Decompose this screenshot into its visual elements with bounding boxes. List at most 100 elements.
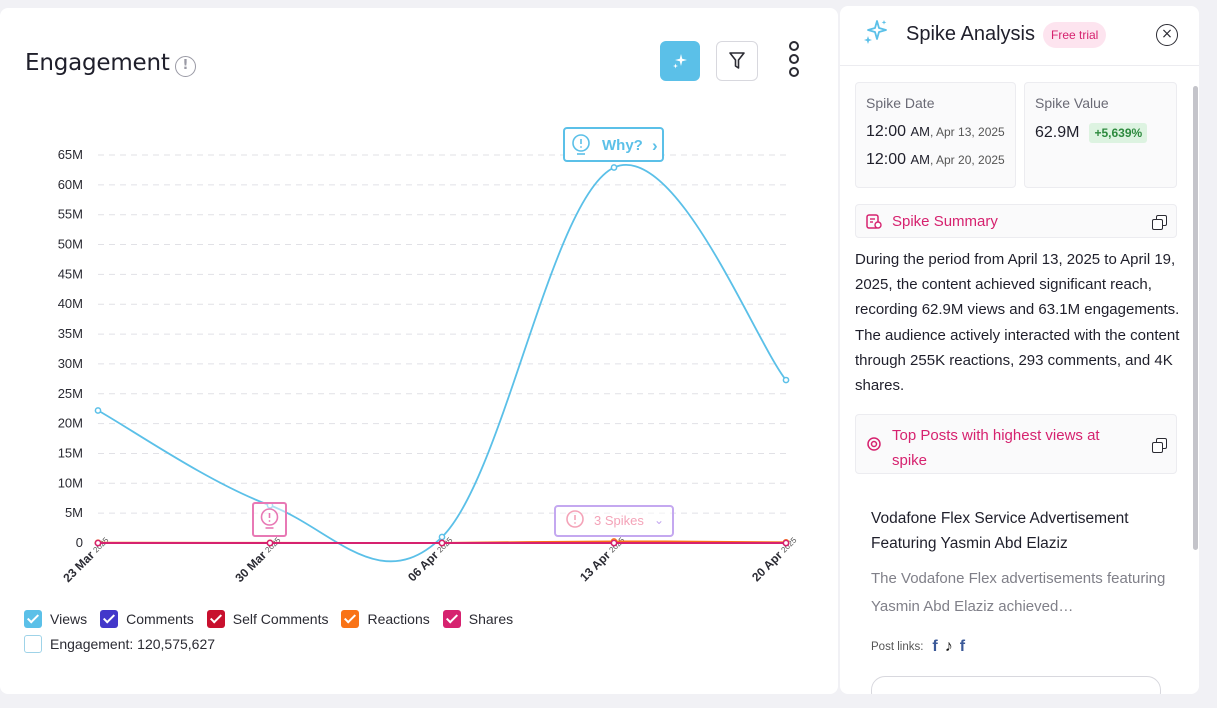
tiktok-icon[interactable]: ♪ xyxy=(944,638,953,655)
spike-summary-title: Spike Summary xyxy=(892,213,998,230)
spike-summary-text: During the period from April 13, 2025 to… xyxy=(855,251,1180,395)
svg-text:06 Apr: 06 Apr xyxy=(405,548,441,584)
legend-label: Views xyxy=(50,611,88,627)
data-point-shares[interactable] xyxy=(610,539,618,547)
spike-date-line: 12:00 AM, Apr 20, 2025 xyxy=(866,151,1005,168)
facebook-icon[interactable]: f xyxy=(959,638,966,655)
y-tick-label: 0 xyxy=(76,535,83,550)
data-point-shares[interactable] xyxy=(94,539,102,547)
bulb-alert-icon xyxy=(260,508,279,529)
filter-button[interactable] xyxy=(716,41,758,81)
spikes-label: 3 Spikes xyxy=(594,513,644,528)
svg-text:13 Apr: 13 Apr xyxy=(577,548,613,584)
legend-label: Self Comments xyxy=(232,611,329,627)
panel-scrollbar[interactable] xyxy=(1193,86,1198,550)
legend-label: Comments xyxy=(126,611,194,627)
spike-date-label: Spike Date xyxy=(866,95,935,111)
more-dot-icon xyxy=(789,67,799,77)
chart-title: Engagement xyxy=(25,50,170,76)
y-tick-label: 25M xyxy=(58,386,83,401)
summary-icon xyxy=(866,214,882,229)
svg-text:20 Apr: 20 Apr xyxy=(749,548,785,584)
legend-item-self-comments[interactable]: Self Comments xyxy=(206,610,329,628)
legend-item-views[interactable]: Views xyxy=(24,610,87,628)
y-tick-label: 10M xyxy=(58,475,83,490)
top-posts-icon xyxy=(867,437,881,451)
legend-item-shares[interactable]: Shares xyxy=(442,610,514,628)
y-tick-label: 40M xyxy=(58,296,83,311)
legend-series-row: Views Comments Self Comments Reactions Share… xyxy=(24,609,584,629)
data-point-views[interactable] xyxy=(610,164,618,171)
ai-sparkle-button[interactable] xyxy=(660,41,700,81)
chevron-down-icon: ⌄ xyxy=(654,513,664,527)
legend-item-comments[interactable]: Comments xyxy=(100,610,194,628)
y-tick-label: 35M xyxy=(58,326,83,341)
why-callout[interactable]: Why? › xyxy=(563,127,664,162)
engagement-card: Engagement ! xyxy=(0,8,838,694)
engagement-total-label: Engagement: 120,575,627 xyxy=(50,636,216,652)
chart-legend: Views Comments Self Comments Reactions Share… xyxy=(24,609,584,659)
more-options-button[interactable] xyxy=(779,41,809,81)
facebook-icon[interactable]: f xyxy=(932,638,938,655)
y-tick-label: 60M xyxy=(58,177,83,192)
free-trial-badge: Free trial xyxy=(1043,22,1107,48)
y-tick-label: 50M xyxy=(58,237,83,252)
bulb-alert-icon xyxy=(572,134,590,155)
filter-icon xyxy=(729,52,745,69)
checkbox-icon[interactable] xyxy=(442,610,461,628)
spike-analysis-panel: Spike Analysis Free trial × Spike Date 1… xyxy=(840,6,1199,694)
svg-text:30 Mar: 30 Mar xyxy=(232,548,269,585)
legend-item-reactions[interactable]: Reactions xyxy=(341,610,430,628)
close-button[interactable]: × xyxy=(1156,24,1178,46)
data-point-views[interactable] xyxy=(782,376,790,384)
data-point-shares[interactable] xyxy=(438,539,446,547)
why-label: Why? xyxy=(602,137,643,154)
legend-label: Shares xyxy=(468,611,514,627)
series-line-views xyxy=(97,164,787,563)
y-tick-label: 30M xyxy=(58,356,83,371)
engagement-line-chart: 05M10M15M20M25M30M35M40M45M50M55M60M65M … xyxy=(58,127,799,585)
spike-marker-30mar[interactable] xyxy=(252,502,287,537)
x-tick-year: 2025 xyxy=(607,535,626,554)
spike-value-box: Spike Value 62.9M +5,639% xyxy=(1024,82,1177,188)
info-icon[interactable]: ! xyxy=(175,56,196,77)
legend-label: Reactions xyxy=(367,611,430,627)
data-point-views[interactable] xyxy=(94,407,102,414)
more-dot-icon xyxy=(789,54,799,64)
copy-icon[interactable] xyxy=(1152,438,1167,453)
spike-value: 62.9M xyxy=(1035,124,1080,141)
post-title[interactable]: Vodafone Flex Service Advertisement Feat… xyxy=(871,510,1129,552)
x-tick-year: 2025 xyxy=(779,535,798,554)
spike-value-label: Spike Value xyxy=(1035,95,1109,111)
y-tick-label: 65M xyxy=(58,147,83,162)
next-post-card[interactable] xyxy=(871,676,1161,694)
data-point-views[interactable] xyxy=(438,533,446,541)
post-links: Post links: f ♪ f xyxy=(871,638,965,656)
spike-summary-header: Spike Summary xyxy=(855,204,1177,238)
spike-date-line: 12:00 AM, Apr 13, 2025 xyxy=(866,123,1005,140)
checkbox-icon[interactable] xyxy=(100,610,119,628)
data-point-shares[interactable] xyxy=(782,539,790,547)
sparkle-icon xyxy=(864,20,887,44)
checkbox-icon[interactable] xyxy=(24,635,42,653)
post-description: The Vodafone Flex advertisements featuri… xyxy=(871,570,1166,615)
checkbox-icon[interactable] xyxy=(24,610,42,628)
panel-title: Spike Analysis xyxy=(906,23,1035,45)
checkbox-icon[interactable] xyxy=(206,610,225,628)
checkbox-icon[interactable] xyxy=(341,610,360,628)
legend-item-engagement[interactable]: Engagement: 120,575,627 xyxy=(24,635,215,653)
x-tick-year: 2025 xyxy=(263,535,282,554)
y-tick-label: 5M xyxy=(65,505,83,520)
spikes-dropdown[interactable]: 3 Spikes ⌄ xyxy=(554,505,674,537)
data-point-shares[interactable] xyxy=(266,539,274,547)
legend-total-row: Engagement: 120,575,627 xyxy=(24,634,584,654)
svg-text:23 Mar: 23 Mar xyxy=(60,548,97,585)
top-posts-title: Top Posts with highest views at spike xyxy=(892,427,1100,469)
copy-icon[interactable] xyxy=(1152,215,1167,230)
top-posts-header: Top Posts with highest views at spike xyxy=(855,414,1177,474)
y-tick-label: 15M xyxy=(58,445,83,460)
more-dot-icon xyxy=(789,41,799,51)
post-links-label: Post links: xyxy=(871,641,924,653)
